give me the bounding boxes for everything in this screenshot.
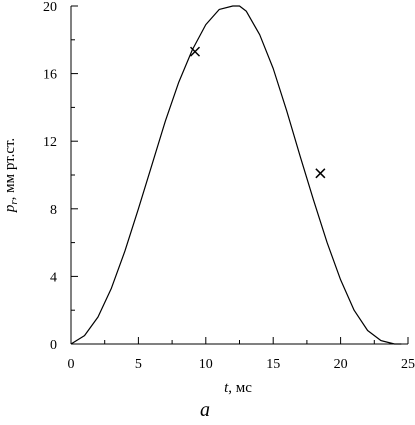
x-tick-label: 25: [401, 357, 415, 372]
cross-marker: [189, 46, 201, 57]
markers: [189, 46, 326, 179]
y-tick-label: 0: [50, 338, 57, 353]
y-axis-label: pr, мм рт.ст.: [2, 138, 20, 213]
cross-marker-stroke: [189, 46, 201, 57]
x-tick-label: 5: [135, 357, 142, 372]
y-axis-symbol: p: [2, 204, 18, 213]
y-tick-label: 20: [43, 0, 57, 15]
x-tick-label: 20: [334, 357, 348, 372]
y-tick-label: 4: [50, 270, 57, 285]
y-axis-unit: , мм рт.ст.: [2, 138, 18, 201]
series-line-0: [70, 5, 402, 345]
x-axis-label: t, мс: [224, 380, 252, 396]
x-tick-label: 0: [68, 357, 75, 372]
ticks: 0 5 10 15 20 25 0 4 8 12 16 20: [43, 0, 415, 372]
series: [70, 5, 402, 345]
cross-marker-stroke: [315, 168, 326, 179]
x-axis-symbol: t: [224, 380, 229, 396]
x-tick-label: 10: [199, 357, 213, 372]
y-axis-subscript: r: [8, 200, 20, 205]
axes: [70, 6, 408, 345]
cross-marker: [315, 168, 326, 179]
y-tick-label: 16: [43, 68, 57, 83]
y-tick-label: 8: [50, 203, 57, 218]
x-tick-label: 15: [266, 357, 280, 372]
panel-label: а: [200, 399, 210, 420]
x-axis-unit: , мс: [228, 380, 252, 396]
y-tick-label: 12: [43, 135, 57, 150]
